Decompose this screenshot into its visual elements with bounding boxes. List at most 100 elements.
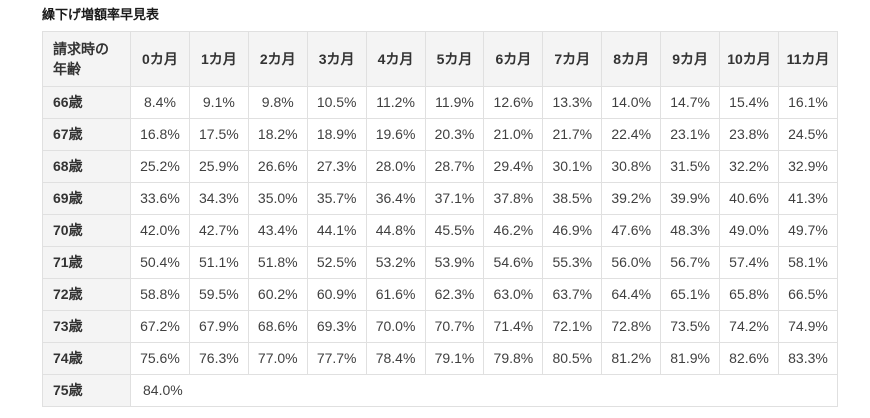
rate-cell: 34.3% <box>188 182 249 215</box>
column-header-claim-age-line2: 年齢 <box>53 61 81 77</box>
rate-cell: 76.3% <box>188 342 249 375</box>
column-header-month: 2カ月 <box>247 31 308 87</box>
rate-cell: 79.1% <box>424 342 485 375</box>
rate-cell: 29.4% <box>483 150 544 183</box>
rate-cell: 64.4% <box>601 278 662 311</box>
rate-cell: 35.0% <box>247 182 308 215</box>
rate-cell: 67.2% <box>130 310 190 343</box>
rate-cell: 33.6% <box>130 182 190 215</box>
rate-cell: 58.8% <box>130 278 190 311</box>
rate-cell: 9.1% <box>188 86 249 119</box>
rate-cell: 42.7% <box>188 214 249 247</box>
rate-cell: 48.3% <box>660 214 721 247</box>
row-header-age: 75歳 <box>42 374 131 407</box>
rate-cell: 63.0% <box>483 278 544 311</box>
table-row: 66歳 8.4% 9.1% 9.8% 10.5% 11.2% 11.9% 12.6% 13.3%… <box>42 86 839 119</box>
rate-cell: 25.2% <box>130 150 190 183</box>
rate-cell: 21.0% <box>483 118 544 151</box>
rate-cell: 60.2% <box>247 278 308 311</box>
row-header-age: 70歳 <box>42 214 131 247</box>
table-row: 67歳 16.8% 17.5% 18.2% 18.9% 19.6% 20.3% 21.0% 21… <box>42 118 839 151</box>
rate-cell: 42.0% <box>130 214 190 247</box>
rate-cell: 44.8% <box>365 214 426 247</box>
row-header-age: 69歳 <box>42 182 131 215</box>
column-header-month: 1カ月 <box>188 31 249 87</box>
column-header-month: 6カ月 <box>483 31 544 87</box>
rate-cell: 81.9% <box>660 342 721 375</box>
rate-cell: 78.4% <box>365 342 426 375</box>
column-header-month: 4カ月 <box>365 31 426 87</box>
rate-cell: 35.7% <box>306 182 367 215</box>
page-title: 繰下げ増額率早見表 <box>42 7 160 22</box>
rate-cell: 16.8% <box>130 118 190 151</box>
table-row: 73歳 67.2% 67.9% 68.6% 69.3% 70.0% 70.7% 71.4% 72… <box>42 310 839 343</box>
rate-cell: 30.1% <box>542 150 603 183</box>
rate-cell: 56.7% <box>660 246 721 279</box>
rate-cell: 18.9% <box>306 118 367 151</box>
rate-cell: 77.0% <box>247 342 308 375</box>
rate-cell: 69.3% <box>306 310 367 343</box>
rate-cell: 30.8% <box>601 150 662 183</box>
rate-cell: 72.8% <box>601 310 662 343</box>
rate-cell: 28.7% <box>424 150 485 183</box>
column-header-month: 10カ月 <box>719 31 779 87</box>
rate-cell: 46.2% <box>483 214 544 247</box>
rate-cell: 55.3% <box>542 246 603 279</box>
rate-cell: 75.6% <box>130 342 190 375</box>
table-row: 68歳 25.2% 25.9% 26.6% 27.3% 28.0% 28.7% 29.4% 30… <box>42 150 839 183</box>
rate-cell: 23.1% <box>660 118 721 151</box>
rate-cell: 79.8% <box>483 342 544 375</box>
header-row: 請求時の 年齢 0カ月 1カ月 2カ月 3カ月 4カ月 5カ月 6カ月 7カ月 8カ月 9カ月 10… <box>42 31 839 87</box>
row-header-age: 74歳 <box>42 342 131 375</box>
row-header-age: 68歳 <box>42 150 131 183</box>
table-body: 66歳 8.4% 9.1% 9.8% 10.5% 11.2% 11.9% 12.6% 13.3%… <box>42 86 839 407</box>
rate-cell: 11.9% <box>424 86 485 119</box>
rate-cell: 22.4% <box>601 118 662 151</box>
rate-cell: 58.1% <box>777 246 839 279</box>
rate-cell: 25.9% <box>188 150 249 183</box>
table-row: 72歳 58.8% 59.5% 60.2% 60.9% 61.6% 62.3% 63.0% 63… <box>42 278 839 311</box>
table-row: 75歳 84.0% <box>42 374 838 407</box>
rate-cell: 39.9% <box>660 182 721 215</box>
rate-cell: 38.5% <box>542 182 603 215</box>
rate-cell: 43.4% <box>247 214 308 247</box>
rate-cell: 62.3% <box>424 278 485 311</box>
row-header-age: 71歳 <box>42 246 131 279</box>
deferral-rate-table: 請求時の 年齢 0カ月 1カ月 2カ月 3カ月 4カ月 5カ月 6カ月 7カ月 8カ月 9カ月 10… <box>42 31 839 407</box>
rate-cell: 11.2% <box>365 86 426 119</box>
rate-cell: 77.7% <box>306 342 367 375</box>
rate-cell: 18.2% <box>247 118 308 151</box>
rate-cell: 31.5% <box>660 150 721 183</box>
rate-cell: 83.3% <box>777 342 839 375</box>
rate-cell: 67.9% <box>188 310 249 343</box>
rate-cell: 17.5% <box>188 118 249 151</box>
rate-cell: 84.0% <box>130 374 838 407</box>
rate-cell: 28.0% <box>365 150 426 183</box>
rate-cell: 68.6% <box>247 310 308 343</box>
rate-cell: 71.4% <box>483 310 544 343</box>
rate-cell: 50.4% <box>130 246 190 279</box>
rate-cell: 16.1% <box>777 86 839 119</box>
table-row: 74歳 75.6% 76.3% 77.0% 77.7% 78.4% 79.1% 79.8% 80… <box>42 342 839 375</box>
rate-cell: 12.6% <box>483 86 544 119</box>
column-header-month: 0カ月 <box>130 31 190 87</box>
rate-cell: 36.4% <box>365 182 426 215</box>
rate-cell: 65.8% <box>719 278 779 311</box>
rate-cell: 70.0% <box>365 310 426 343</box>
rate-cell: 19.6% <box>365 118 426 151</box>
rate-cell: 81.2% <box>601 342 662 375</box>
rate-cell: 21.7% <box>542 118 603 151</box>
rate-cell: 37.8% <box>483 182 544 215</box>
row-header-age: 67歳 <box>42 118 131 151</box>
rate-cell: 13.3% <box>542 86 603 119</box>
rate-cell: 24.5% <box>777 118 839 151</box>
rate-cell: 14.7% <box>660 86 721 119</box>
row-header-age: 72歳 <box>42 278 131 311</box>
column-header-claim-age: 請求時の 年齢 <box>42 31 131 87</box>
rate-cell: 37.1% <box>424 182 485 215</box>
rate-cell: 40.6% <box>719 182 779 215</box>
rate-cell: 66.5% <box>777 278 839 311</box>
rate-cell: 46.9% <box>542 214 603 247</box>
rate-cell: 27.3% <box>306 150 367 183</box>
rate-cell: 32.9% <box>777 150 839 183</box>
